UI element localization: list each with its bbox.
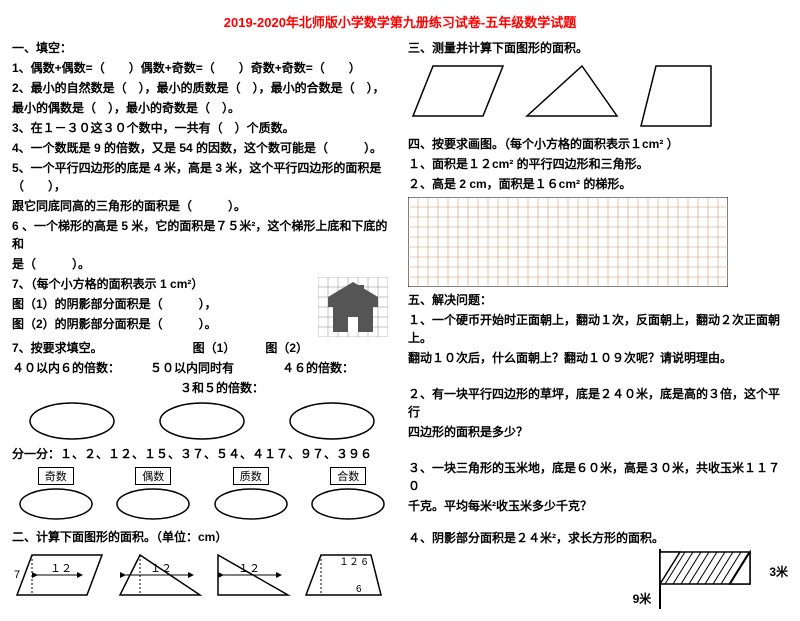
q2a: 2、最小的自然数是（ ），最小的质数是（ ），最小的合数是（ ），	[12, 79, 392, 97]
svg-text:１２: １２	[150, 563, 172, 575]
measure-shapes	[408, 61, 788, 131]
drawing-grid	[408, 197, 728, 287]
label-odd: 奇数	[38, 467, 74, 485]
q5-1a: １、一个硬币开始时正面朝上，翻动１次，反面朝上，翻动２次正面朝上。	[408, 311, 788, 347]
q5-3b: 千克。平均每米²收玉米多少千克？	[408, 497, 788, 515]
section-3-heading: 三、测量并计算下面图形的面积。	[408, 39, 788, 57]
sort-line: 分一分：１、２、１２、１５、３７、５４、４１７、９７、３９６	[12, 445, 392, 463]
oval-1	[27, 401, 117, 441]
dim-3m: 3米	[769, 563, 788, 580]
measure-trapezoid	[636, 61, 716, 131]
label-comp: 合数	[330, 467, 366, 485]
shape-right-triangle: １２	[213, 550, 293, 600]
q5-2a: ２、有一块平行四边形的草坪，底是２４０米，底是高的３倍，这个平行	[408, 385, 788, 421]
q2b: 最小的偶数是（ ），最小的奇数是（ ）。	[12, 99, 392, 117]
ovals-row-2: 奇数 偶数 质数 合数	[12, 467, 392, 524]
dim-9m: 9米	[633, 590, 652, 607]
shape-triangle: １２	[115, 550, 205, 600]
oval-comp	[309, 487, 387, 521]
ovals-row-1	[12, 401, 392, 441]
shape-trapezoid: １２ 6 6	[301, 550, 386, 600]
oval-prime	[212, 487, 290, 521]
area-shapes-row: 7 １２ １２ １２ １２ 6 6	[12, 550, 392, 600]
label-prime: 质数	[233, 467, 269, 485]
q7d: 7、按要求填空。 图（1） 图（2）	[12, 339, 392, 357]
q3: 3、在１－３０这３０个数中，一共有（ ）个质数。	[12, 119, 392, 137]
multiples-a: ４０以内６的倍数： ５０以内同时有 ４６的倍数：	[12, 359, 392, 377]
section-2-heading: 二、计算下面图形的面积。（单位：cm）	[12, 528, 392, 546]
left-column: 一、填空： 1、偶数+偶数=（ ）偶数+奇数=（ ）奇数+奇数=（ ） 2、最小…	[12, 37, 392, 609]
section-1-heading: 一、填空：	[12, 39, 392, 57]
q4-2: ２、高是 2 cm，面积是１６cm² 的梯形。	[408, 175, 788, 193]
q1: 1、偶数+偶数=（ ）偶数+奇数=（ ）奇数+奇数=（ ）	[12, 59, 392, 77]
section-4-heading: 四、按要求画图。（每个小方格的面积表示１cm² ）	[408, 135, 788, 153]
svg-text:7: 7	[14, 569, 20, 581]
flag-figure	[655, 549, 765, 609]
q5-2b: 四边形的面积是多少？	[408, 423, 788, 441]
oval-odd	[17, 487, 95, 521]
right-column: 三、测量并计算下面图形的面积。 四、按要求画图。（每个小方格的面积表示１cm² …	[408, 37, 788, 609]
section-5-heading: 五、解决问题：	[408, 291, 788, 309]
q5-3a: ３、一块三角形的玉米地，底是６０米，高是３０米，共收玉米１１７０	[408, 459, 788, 495]
oval-2	[157, 401, 247, 441]
multiples-b: ３和５的倍数：	[12, 379, 392, 397]
q4: 4、一个数既是 9 的倍数，又是 54 的因数，这个数可能是（ ）。	[12, 139, 392, 157]
q5b: 跟它同底同高的三角形的面积是（ ）。	[12, 197, 392, 215]
oval-even	[114, 487, 192, 521]
svg-text:１２: １２	[238, 563, 260, 575]
page-title: 2019-2020年北师版小学数学第九册练习试卷-五年级数学试题	[12, 12, 788, 31]
q5-4: ４、阴影部分面积是２４米²，求长方形的面积。	[408, 529, 788, 547]
q5a: 5、一个平行四边形的底是 4 米，高是 3 米，这个平行四边形的面积是（ ），	[12, 159, 392, 195]
measure-triangle	[522, 61, 622, 121]
svg-text:１２ 6: １２ 6	[339, 557, 368, 568]
house-figure	[318, 277, 388, 337]
label-even: 偶数	[135, 467, 171, 485]
q6b: 是（ ）。	[12, 255, 392, 273]
measure-parallelogram	[408, 61, 508, 121]
q6a: 6 、一个梯形的高是 5 米，它的面积是７５米²，这个梯形上底和下底的和	[12, 217, 392, 253]
q5-1b: 翻动１０次后，什么面朝上？翻动１０９次呢？请说明理由。	[408, 349, 788, 367]
oval-3	[287, 401, 377, 441]
shape-parallelogram: 7 １２	[12, 550, 107, 600]
svg-text:6: 6	[356, 584, 362, 595]
q4-1: １、面积是１２cm² 的平行四边形和三角形。	[408, 155, 788, 173]
svg-text:１２: １２	[50, 563, 72, 575]
